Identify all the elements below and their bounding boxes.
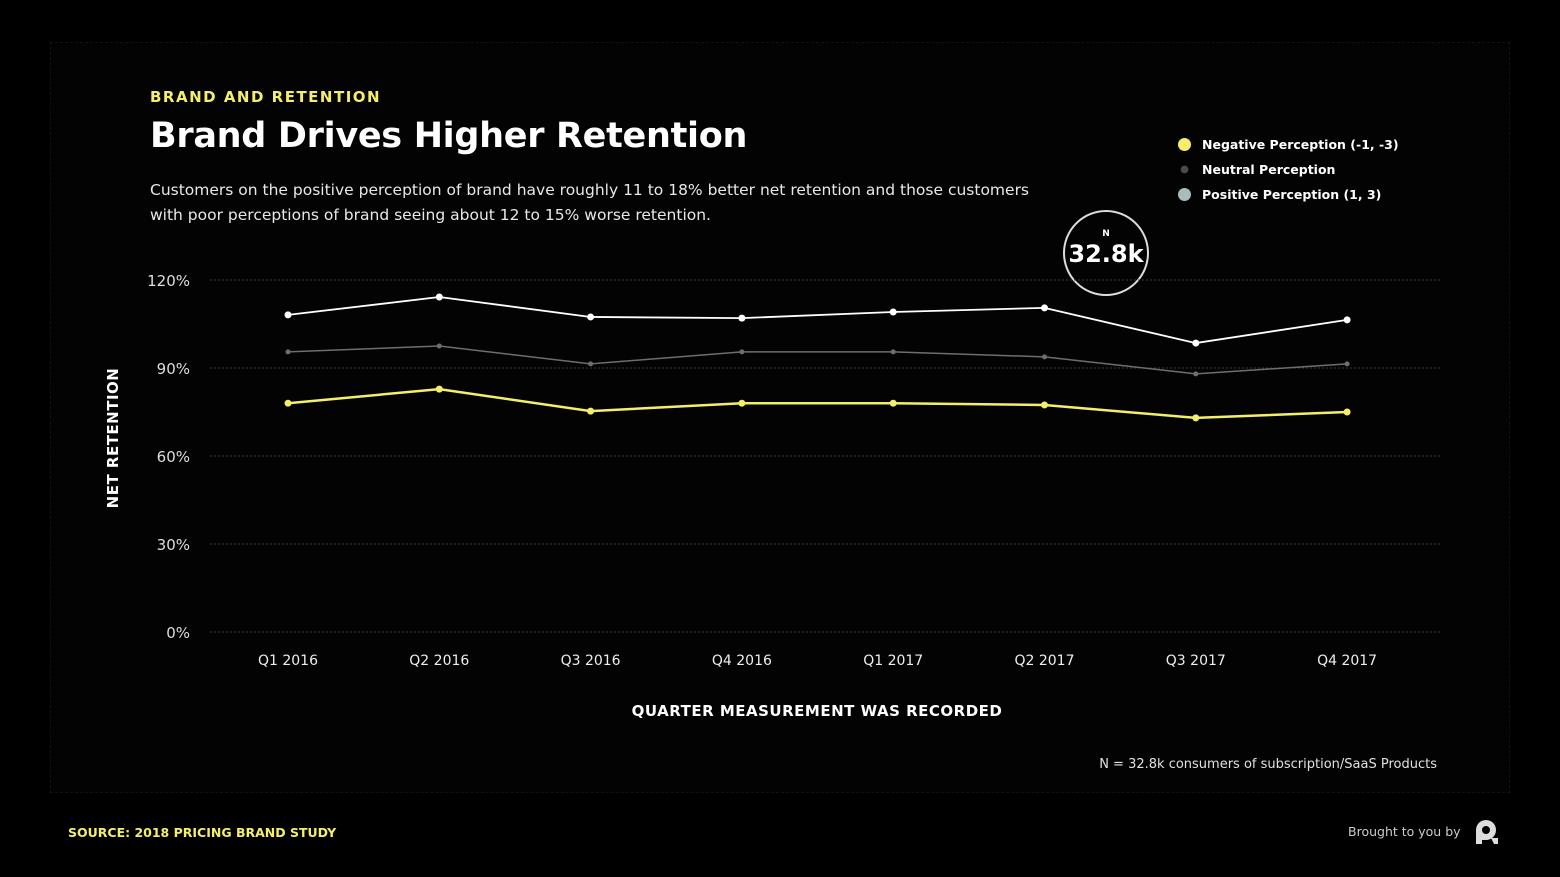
chart-panel	[50, 42, 1510, 793]
legend-label: Positive Perception (1, 3)	[1202, 187, 1382, 202]
legend: Negative Perception (-1, -3) Neutral Per…	[1178, 132, 1399, 207]
y-tick-label: 30%	[157, 536, 190, 554]
legend-item-neutral: Neutral Perception	[1178, 157, 1399, 182]
data-point	[284, 311, 292, 319]
y-axis-label: NET RETENTION	[104, 367, 122, 509]
legend-label: Neutral Perception	[1202, 162, 1336, 177]
data-point	[738, 314, 746, 322]
data-point	[1041, 304, 1048, 312]
page-title: Brand Drives Higher Retention	[150, 116, 748, 156]
brought-by-label: Brought to you by	[1348, 824, 1461, 839]
x-tick-label: Q1 2016	[258, 653, 318, 669]
y-tick-label: 120%	[147, 272, 190, 290]
series-line-neutral	[287, 345, 1348, 375]
data-point	[1192, 414, 1200, 422]
data-point	[1042, 354, 1047, 360]
brand-logo-icon	[1476, 820, 1498, 844]
data-point	[285, 349, 291, 355]
badge-value: 32.8k	[1068, 240, 1144, 268]
data-point	[1041, 401, 1048, 409]
series-line-negative	[287, 387, 1348, 420]
y-tick-label: 90%	[157, 360, 190, 378]
data-point	[587, 407, 595, 415]
y-tick-label: 0%	[166, 624, 190, 642]
x-tick-label: Q4 2017	[1317, 653, 1377, 669]
data-point	[739, 349, 745, 355]
badge-label: N	[1102, 229, 1110, 239]
x-tick-label: Q4 2016	[712, 653, 772, 669]
footnote: N = 32.8k consumers of subscription/SaaS…	[1099, 757, 1437, 772]
legend-item-positive: Positive Perception (1, 3)	[1178, 182, 1399, 207]
data-point	[1192, 339, 1200, 347]
source-label: SOURCE: 2018 PRICING BRAND STUDY	[68, 825, 337, 840]
series-line-positive	[287, 296, 1348, 344]
x-axis-label: QUARTER MEASUREMENT WAS RECORDED	[631, 702, 1003, 720]
legend-label: Negative Perception (-1, -3)	[1202, 137, 1399, 152]
x-tick-label: Q2 2017	[1014, 653, 1074, 669]
legend-item-negative: Negative Perception (-1, -3)	[1178, 132, 1399, 157]
data-point	[284, 399, 292, 407]
sample-size-badge: N 32.8k	[1063, 210, 1149, 296]
x-tick-label: Q1 2017	[863, 653, 923, 669]
x-tick-label: Q3 2016	[561, 653, 621, 669]
data-point	[435, 385, 443, 393]
subtitle: Customers on the positive perception of …	[150, 181, 1030, 224]
data-point	[889, 399, 897, 407]
data-point	[1343, 316, 1351, 324]
data-point	[436, 343, 442, 349]
data-point	[889, 308, 897, 316]
data-point	[738, 399, 746, 407]
data-point	[588, 361, 594, 367]
data-point	[1193, 371, 1199, 377]
x-tick-label: Q3 2017	[1166, 653, 1226, 669]
legend-dot	[1178, 138, 1191, 151]
eyebrow-label: BRAND AND RETENTION	[150, 88, 382, 106]
x-tick-label: Q2 2016	[409, 653, 469, 669]
data-point	[1344, 361, 1350, 367]
data-point	[435, 293, 443, 301]
data-point	[1343, 408, 1351, 416]
legend-dot	[1180, 165, 1189, 174]
data-point	[890, 349, 896, 355]
legend-dot	[1178, 188, 1191, 201]
data-point	[587, 313, 595, 321]
y-tick-label: 60%	[157, 448, 190, 466]
